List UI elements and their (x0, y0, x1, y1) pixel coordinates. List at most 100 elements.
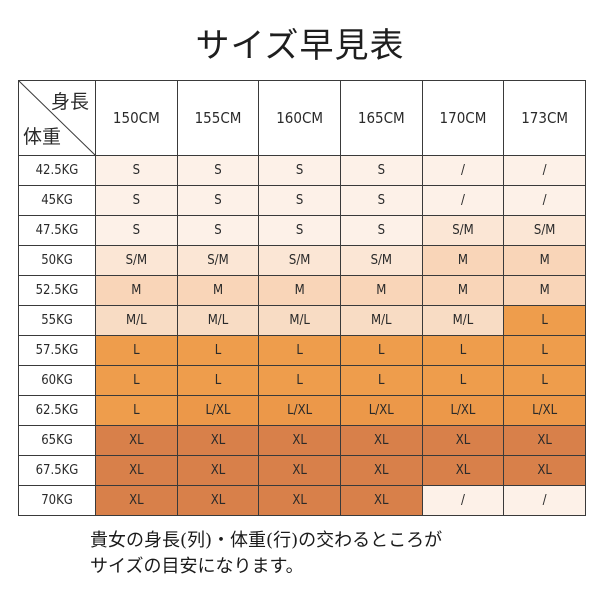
size-cell: L (421, 365, 505, 396)
size-cell: S/M (176, 245, 260, 276)
table-row: 42.5KG S S S S / / (18, 155, 586, 186)
size-cell: S (339, 185, 423, 216)
size-cell: L/XL (421, 395, 505, 426)
size-cell: S (95, 215, 178, 246)
size-cell: L (339, 365, 423, 396)
size-cell: M (339, 275, 423, 306)
size-cell: M (176, 275, 260, 306)
usage-note-line: サイズの目安になります。 (90, 556, 304, 577)
size-cell: S (176, 185, 260, 216)
weight-label: 45KG (18, 185, 96, 216)
size-cell: L (176, 335, 260, 366)
size-cell: M (258, 275, 341, 306)
size-cell: S (258, 185, 341, 216)
table-row: 70KG XL XL XL XL / / (18, 485, 586, 516)
size-cell: M (421, 275, 505, 306)
size-cell: L (503, 335, 586, 366)
header-row: 身長 体重 150CM 155CM 160CM 165CM 170CM 173C… (18, 80, 586, 156)
size-cell: M/L (339, 305, 423, 336)
table-row: 55KG M/L M/L M/L M/L M/L L (18, 305, 586, 336)
height-header: 150CM (95, 80, 178, 156)
table-row: 47.5KG S S S S S/M S/M (18, 215, 586, 246)
size-cell: XL (421, 455, 505, 486)
size-cell: XL (503, 455, 586, 486)
weight-label: 65KG (18, 425, 96, 456)
table-row: 60KG L L L L L L (18, 365, 586, 396)
weight-label: 60KG (18, 365, 96, 396)
size-cell: L (258, 335, 341, 366)
size-cell: L (95, 335, 178, 366)
size-cell: L/XL (339, 395, 423, 426)
table-row: 52.5KG M M M M M M (18, 275, 586, 306)
size-cell: L/XL (176, 395, 260, 426)
table-row: 45KG S S S S / / (18, 185, 586, 216)
size-cell: S (258, 215, 341, 246)
weight-label: 42.5KG (18, 155, 96, 186)
size-chart-body: 42.5KG S S S S //45KG S S S S //47.5KG S S S S S/M S/M 50… (18, 155, 586, 516)
weight-label: 62.5KG (18, 395, 96, 426)
size-cell: / (503, 485, 586, 516)
size-cell: L (258, 365, 341, 396)
size-cell: L (503, 305, 586, 336)
weight-label: 70KG (18, 485, 96, 516)
size-cell: / (421, 185, 505, 216)
table-row: 62.5KG L L/XL L/XL L/XL L/XL L/XL (18, 395, 586, 426)
weight-label: 55KG (18, 305, 96, 336)
size-cell: M (421, 245, 505, 276)
size-cell: L (95, 395, 178, 426)
size-cell: M/L (95, 305, 178, 336)
size-cell: S (339, 155, 423, 186)
size-cell: XL (95, 485, 178, 516)
size-cell: XL (339, 455, 423, 486)
size-cell: XL (176, 455, 260, 486)
weight-label: 50KG (18, 245, 96, 276)
size-cell: M/L (176, 305, 260, 336)
size-cell: XL (339, 485, 423, 516)
size-cell: XL (339, 425, 423, 456)
size-cell: / (421, 485, 505, 516)
size-cell: M/L (421, 305, 505, 336)
size-cell: S/M (339, 245, 423, 276)
size-cell: M (503, 245, 586, 276)
size-cell: XL (95, 455, 178, 486)
weight-label: 67.5KG (18, 455, 96, 486)
size-cell: M (95, 275, 178, 306)
height-header: 170CM (421, 80, 505, 156)
size-cell: L (95, 365, 178, 396)
size-cell: / (503, 185, 586, 216)
size-cell: XL (95, 425, 178, 456)
size-cell: S (258, 155, 341, 186)
table-row: 65KG XL XL XL XL XL XL (18, 425, 586, 456)
size-cell: S (339, 215, 423, 246)
size-cell: M (503, 275, 586, 306)
weight-label: 52.5KG (18, 275, 96, 306)
corner-cell: 身長 体重 (18, 80, 96, 156)
height-header: 173CM (503, 80, 586, 156)
size-cell: L/XL (258, 395, 341, 426)
usage-note-line: 貴女の身長(列)・体重(行)の交わるところが (90, 530, 443, 551)
table-row: 50KG S/M S/M S/M S/M M M (18, 245, 586, 276)
size-cell: XL (258, 485, 341, 516)
size-cell: L (339, 335, 423, 366)
size-cell: S (95, 185, 178, 216)
size-cell: M/L (258, 305, 341, 336)
usage-note: 貴女の身長(列)・体重(行)の交わるところが サイズの目安になります。 (90, 528, 590, 580)
height-axis-label: 身長 (50, 91, 89, 113)
size-cell: XL (176, 425, 260, 456)
table-row: 67.5KG XL XL XL XL XL XL (18, 455, 586, 486)
size-cell: XL (258, 455, 341, 486)
weight-label: 47.5KG (18, 215, 96, 246)
size-cell: S (176, 155, 260, 186)
size-chart-table: 身長 体重 150CM 155CM 160CM 165CM 170CM 173C… (18, 80, 586, 516)
size-cell: S (95, 155, 178, 186)
size-cell: / (503, 155, 586, 186)
size-cell: XL (503, 425, 586, 456)
size-cell: / (421, 155, 505, 186)
size-cell: L (503, 365, 586, 396)
size-cell: XL (258, 425, 341, 456)
height-header: 155CM (176, 80, 260, 156)
size-cell: XL (421, 425, 505, 456)
weight-label: 57.5KG (18, 335, 96, 366)
size-cell: L (421, 335, 505, 366)
size-cell: XL (176, 485, 260, 516)
